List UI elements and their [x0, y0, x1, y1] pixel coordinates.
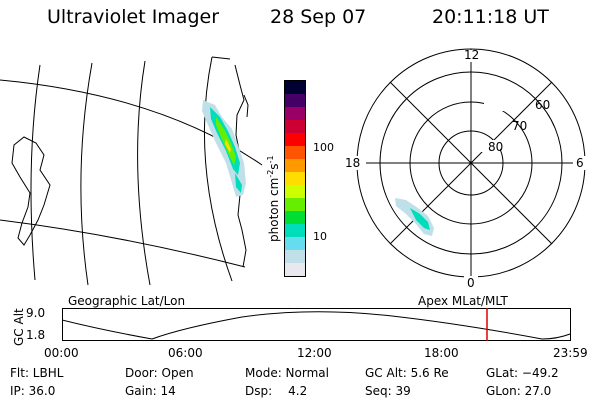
time-label: 20:11:18 UT: [432, 6, 549, 28]
colorbar-segment: [285, 263, 305, 276]
x-tick-2359: 23:59: [553, 346, 588, 360]
colorbar-tick-100: 100: [313, 141, 334, 154]
info-mode: Mode: Normal: [245, 366, 329, 380]
colorbar-unit-label: photon cm-2s-1: [266, 155, 281, 242]
info-gc-alt: GC Alt: 5.6 Re: [365, 366, 449, 380]
colorbar-segment: [285, 185, 305, 198]
date-label: 28 Sep 07: [270, 6, 367, 28]
polar-label-mlt-12: 12: [464, 48, 480, 62]
info-filter: Flt: LBHL: [10, 366, 64, 380]
info-glon: GLon: 27.0: [486, 384, 552, 398]
altitude-tick-1-8: 1.8: [26, 328, 46, 342]
x-tick-0600: 06:00: [168, 346, 203, 360]
x-tick-1800: 18:00: [424, 346, 459, 360]
altitude-tick-9: 9.0: [26, 306, 46, 320]
altitude-ylabel: GC Alt: [12, 308, 26, 346]
geographic-map: [0, 56, 263, 286]
colorbar-segment: [285, 237, 305, 250]
polar-label-lat-80: 80: [488, 140, 504, 154]
colorbar-segment: [285, 250, 305, 263]
colorbar-segment: [285, 133, 305, 146]
colorbar-segment: [285, 81, 305, 94]
colorbar: [284, 80, 306, 277]
polar-label-mlt-0: 0: [467, 276, 475, 290]
polar-plot: [342, 48, 589, 290]
colorbar-segment: [285, 146, 305, 159]
info-door: Door: Open: [125, 366, 194, 380]
polar-label-lat-60: 60: [535, 98, 551, 112]
geographic-caption: Geographic Lat/Lon: [68, 294, 186, 308]
polar-caption: Apex MLat/MLT: [418, 294, 508, 308]
colorbar-segment: [285, 159, 305, 172]
colorbar-segment: [285, 120, 305, 133]
colorbar-segment: [285, 198, 305, 211]
info-dsp: Dsp: 4.2: [245, 384, 308, 398]
info-gain: Gain: 14: [125, 384, 176, 398]
instrument-title: Ultraviolet Imager: [47, 6, 220, 28]
colorbar-tick-10: 10: [313, 230, 327, 243]
info-seq: Seq: 39: [365, 384, 411, 398]
aurora-emission-polar: [395, 198, 434, 236]
polar-label-lat-70: 70: [512, 119, 528, 133]
x-tick-1200: 12:00: [297, 346, 332, 360]
colorbar-segment: [285, 94, 305, 107]
colorbar-segment: [285, 224, 305, 237]
polar-label-mlt-6: 6: [576, 156, 584, 170]
info-ip: IP: 36.0: [10, 384, 56, 398]
polar-label-mlt-18: 18: [345, 156, 361, 170]
colorbar-segment: [285, 172, 305, 185]
aurora-emission-map: [202, 100, 246, 197]
info-glat: GLat: −49.2: [486, 366, 559, 380]
colorbar-segment: [285, 107, 305, 120]
x-tick-0000: 00:00: [44, 346, 79, 360]
altitude-plot: [62, 308, 571, 341]
colorbar-segment: [285, 211, 305, 224]
